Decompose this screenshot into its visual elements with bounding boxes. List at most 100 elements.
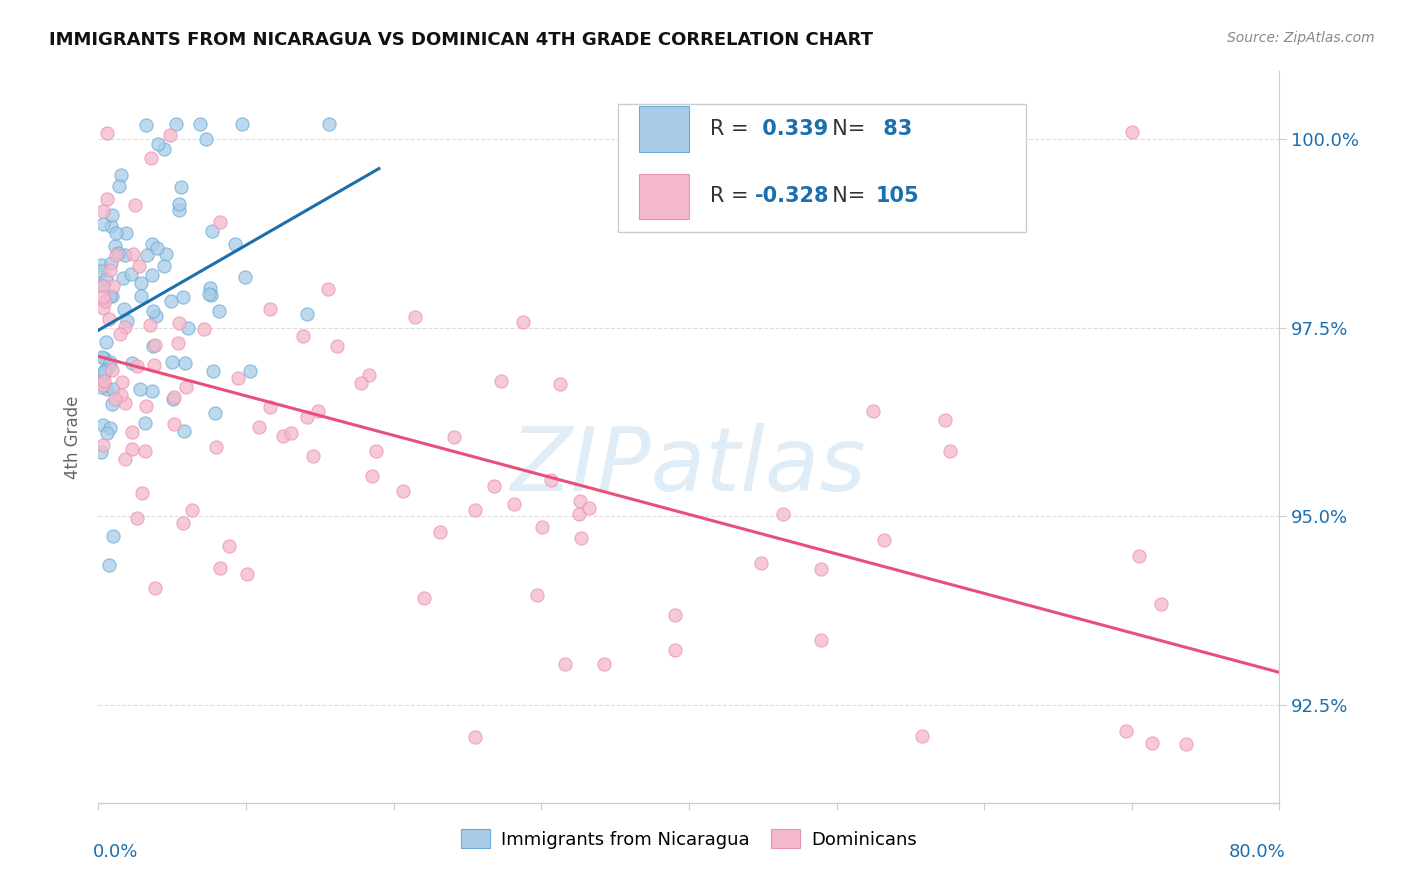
Point: [114, 395, 136, 409]
Point: [96, 192, 118, 206]
Point: [195, 132, 218, 146]
Point: [91, 290, 114, 304]
Point: [117, 313, 139, 327]
Point: [174, 380, 197, 394]
Point: [554, 657, 576, 671]
Point: [114, 247, 136, 261]
Point: [318, 117, 340, 131]
Point: [134, 444, 156, 458]
Text: 0.339: 0.339: [755, 120, 828, 139]
Point: [166, 335, 188, 350]
Point: [169, 197, 191, 211]
Point: [911, 729, 934, 743]
Point: [271, 429, 294, 443]
Point: [1142, 736, 1164, 750]
Text: 105: 105: [876, 186, 920, 206]
Point: [124, 198, 146, 212]
Text: N=: N=: [818, 186, 872, 206]
Point: [295, 410, 318, 425]
Text: ZIPatlas: ZIPatlas: [512, 424, 866, 509]
Point: [93, 374, 115, 388]
Point: [101, 279, 124, 293]
Point: [307, 403, 329, 417]
Point: [301, 449, 323, 463]
Point: [349, 376, 371, 391]
Point: [443, 430, 465, 444]
Point: [259, 401, 281, 415]
Point: [143, 358, 166, 372]
Point: [91, 278, 114, 293]
Point: [135, 247, 157, 261]
Point: [749, 557, 772, 571]
Point: [104, 392, 127, 406]
Point: [292, 329, 315, 343]
Point: [114, 319, 136, 334]
Point: [163, 390, 186, 404]
Point: [125, 359, 148, 373]
Point: [188, 117, 211, 131]
Point: [464, 731, 486, 745]
Point: [1128, 549, 1150, 563]
Point: [160, 293, 183, 308]
Point: [97, 311, 120, 326]
Text: -0.328: -0.328: [755, 186, 830, 206]
Point: [141, 268, 163, 283]
Point: [120, 267, 142, 281]
Point: [429, 525, 451, 540]
Point: [226, 370, 249, 384]
Point: [201, 364, 224, 378]
Point: [141, 384, 163, 399]
Point: [125, 511, 148, 525]
Point: [208, 304, 231, 318]
Point: [93, 367, 115, 381]
Point: [548, 376, 571, 391]
Point: [163, 417, 186, 431]
Point: [105, 226, 128, 240]
Point: [145, 581, 167, 595]
Point: [1121, 125, 1143, 139]
Point: [200, 287, 222, 301]
Text: IMMIGRANTS FROM NICARAGUA VS DOMINICAN 4TH GRADE CORRELATION CHART: IMMIGRANTS FROM NICARAGUA VS DOMINICAN 4…: [49, 31, 873, 49]
Point: [160, 355, 183, 369]
Point: [1175, 737, 1198, 751]
Text: 80.0%: 80.0%: [1229, 843, 1285, 861]
Point: [208, 561, 231, 575]
Text: Source: ZipAtlas.com: Source: ZipAtlas.com: [1227, 31, 1375, 45]
Point: [391, 484, 413, 499]
Point: [155, 247, 177, 261]
Point: [325, 339, 347, 353]
Point: [93, 365, 115, 379]
Point: [198, 287, 221, 301]
Point: [172, 516, 194, 530]
Point: [295, 307, 318, 321]
Point: [233, 270, 256, 285]
Point: [540, 474, 562, 488]
Point: [664, 643, 686, 657]
Point: [174, 356, 197, 370]
Point: [167, 203, 190, 218]
Point: [484, 479, 506, 493]
Point: [404, 310, 426, 324]
Point: [91, 218, 114, 232]
Point: [104, 247, 127, 261]
Point: [103, 382, 125, 396]
Point: [107, 245, 129, 260]
Point: [208, 214, 231, 228]
Point: [134, 416, 156, 430]
Point: [569, 531, 592, 545]
Point: [568, 507, 591, 521]
Bar: [619, 104, 1025, 232]
Bar: [640, 106, 689, 152]
Point: [145, 310, 167, 324]
Point: [111, 376, 134, 390]
Point: [316, 282, 339, 296]
Point: [121, 247, 143, 261]
Point: [98, 263, 121, 277]
Point: [110, 168, 132, 182]
Point: [413, 591, 436, 606]
Point: [91, 418, 114, 433]
Text: N=: N=: [818, 120, 872, 139]
Point: [364, 444, 387, 458]
Text: 0.0%: 0.0%: [93, 843, 138, 861]
Point: [578, 500, 600, 515]
